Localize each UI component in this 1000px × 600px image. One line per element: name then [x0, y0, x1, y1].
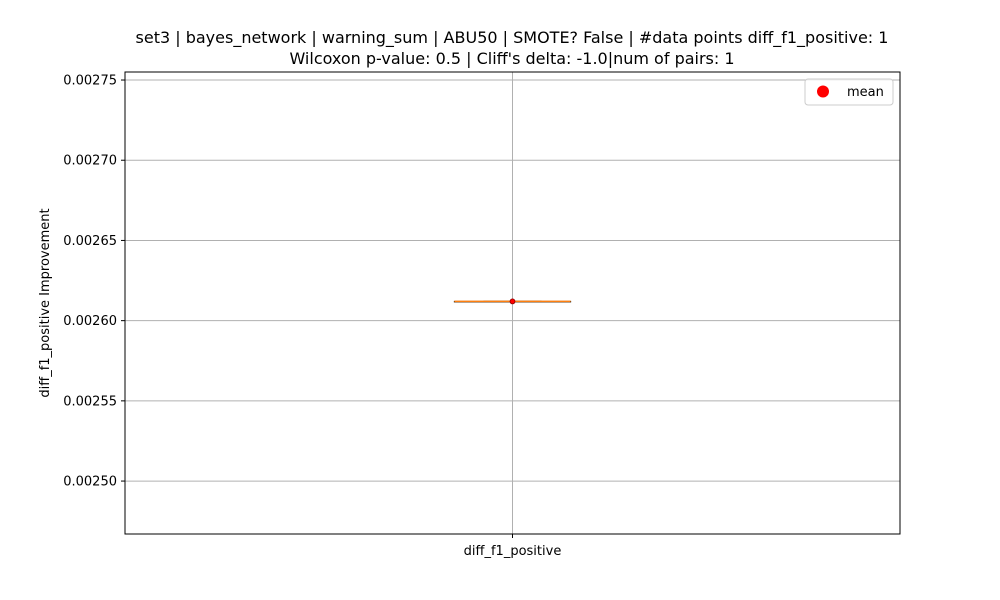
y-tick-label: 0.00275 [63, 74, 117, 89]
y-tick-label: 0.00270 [63, 154, 117, 169]
box-layer [453, 298, 572, 305]
x-tick-label: diff_f1_positive [464, 544, 562, 559]
legend-frame [804, 78, 894, 106]
legend-mean-marker [817, 85, 829, 98]
legend-mean-label: mean [847, 85, 884, 100]
chart-title-line-2: Wilcoxon p-value: 0.5 | Cliff's delta: -… [289, 49, 734, 68]
y-tick-label: 0.00255 [63, 394, 117, 409]
grid-layer [125, 72, 900, 534]
x-axis-ticks: diff_f1_positive [464, 534, 562, 559]
y-tick-label: 0.00260 [63, 314, 117, 329]
chart-title-line-1: set3 | bayes_network | warning_sum | ABU… [136, 28, 889, 48]
y-axis-ticks: 0.00250 0.00255 0.00260 0.00265 0.00270 0.002… [63, 74, 125, 490]
y-tick-label: 0.00265 [63, 234, 117, 249]
legend: mean [804, 78, 894, 106]
mean-marker [509, 298, 516, 305]
y-tick-label: 0.00250 [63, 475, 117, 490]
y-axis-label: diff_f1_positive Improvement [38, 208, 53, 397]
